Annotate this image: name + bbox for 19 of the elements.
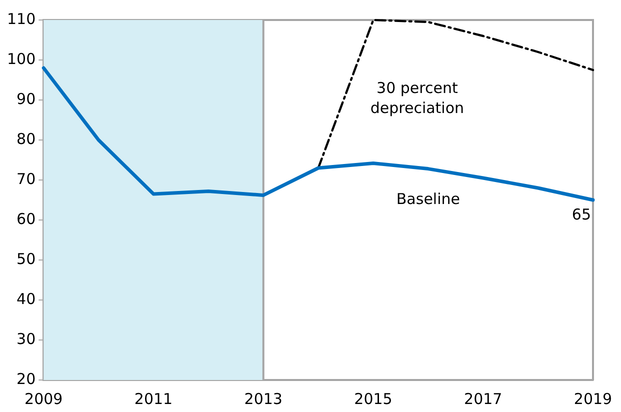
- x-tick-label: 2015: [354, 390, 392, 408]
- x-tick-label: 2011: [134, 390, 173, 408]
- y-tick-label: 90: [16, 90, 36, 108]
- y-tick-label: 40: [16, 290, 36, 308]
- data-label: 65: [572, 205, 591, 224]
- x-tick-label: 2017: [464, 390, 502, 408]
- y-tick-label: 50: [16, 250, 36, 268]
- y-tick-label: 60: [16, 210, 36, 228]
- x-tick-label: 2009: [24, 390, 63, 408]
- x-tick-label: 2019: [574, 390, 612, 408]
- series-label: 30 percent depreciation: [370, 79, 464, 118]
- series-label: Baseline: [396, 190, 460, 208]
- y-tick-label: 30: [16, 330, 36, 348]
- y-tick-label: 110: [6, 10, 36, 28]
- x-tick-label: 2013: [244, 390, 282, 408]
- y-tick-label: 20: [16, 370, 36, 388]
- y-tick-label: 70: [16, 170, 36, 188]
- y-tick-label: 80: [16, 130, 36, 148]
- y-tick-label: 100: [6, 50, 36, 68]
